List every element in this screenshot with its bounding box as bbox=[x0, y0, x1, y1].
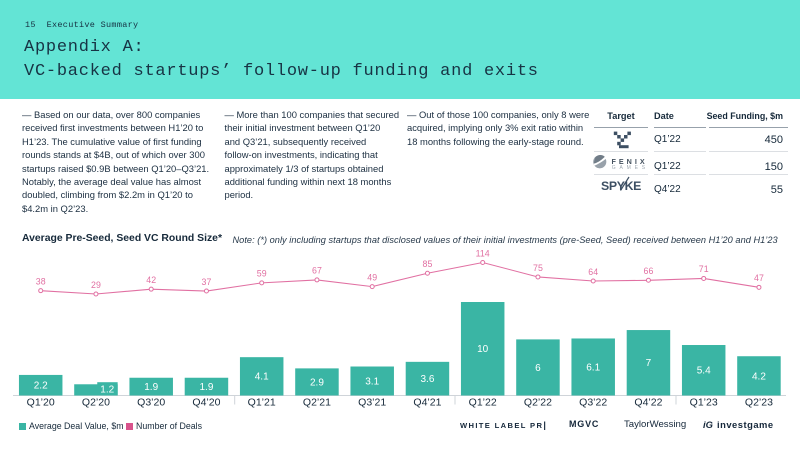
svg-text:64: 64 bbox=[588, 267, 598, 277]
svg-text:Q2’22: Q2’22 bbox=[524, 397, 552, 409]
svg-text:Q3’22: Q3’22 bbox=[579, 397, 607, 409]
svg-text:4.1: 4.1 bbox=[255, 372, 269, 383]
svg-text:7: 7 bbox=[646, 358, 652, 369]
svg-text:114: 114 bbox=[476, 248, 490, 258]
svg-text:Q1’21: Q1’21 bbox=[248, 397, 276, 409]
svg-text:3.6: 3.6 bbox=[420, 374, 434, 385]
svg-text:10: 10 bbox=[477, 344, 489, 355]
svg-text:3.1: 3.1 bbox=[365, 376, 379, 387]
svg-text:Q1’22: Q1’22 bbox=[469, 397, 497, 409]
svg-text:85: 85 bbox=[423, 259, 433, 269]
svg-text:67: 67 bbox=[312, 266, 322, 276]
svg-text:Q2’23: Q2’23 bbox=[745, 397, 773, 409]
svg-text:2.9: 2.9 bbox=[310, 377, 324, 388]
svg-text:1.9: 1.9 bbox=[199, 382, 213, 393]
svg-text:6.1: 6.1 bbox=[586, 362, 600, 373]
svg-text:1.2: 1.2 bbox=[100, 385, 114, 396]
svg-text:Q1’20: Q1’20 bbox=[27, 397, 55, 409]
svg-text:Q1’23: Q1’23 bbox=[690, 397, 718, 409]
svg-text:5.4: 5.4 bbox=[697, 366, 711, 377]
svg-text:2.2: 2.2 bbox=[34, 381, 48, 392]
svg-text:71: 71 bbox=[699, 264, 709, 274]
svg-text:4.2: 4.2 bbox=[752, 371, 766, 382]
svg-text:6: 6 bbox=[535, 363, 541, 374]
svg-text:42: 42 bbox=[146, 275, 156, 285]
svg-text:29: 29 bbox=[91, 280, 101, 290]
svg-text:Q4’21: Q4’21 bbox=[413, 397, 441, 409]
svg-text:Q4’20: Q4’20 bbox=[192, 397, 220, 409]
svg-text:Q4’22: Q4’22 bbox=[634, 397, 662, 409]
svg-text:Q3’21: Q3’21 bbox=[358, 397, 386, 409]
svg-text:Q3’20: Q3’20 bbox=[137, 397, 165, 409]
svg-text:66: 66 bbox=[644, 266, 654, 276]
svg-text:37: 37 bbox=[202, 277, 212, 287]
svg-text:Q2’21: Q2’21 bbox=[303, 397, 331, 409]
svg-text:59: 59 bbox=[257, 269, 267, 279]
svg-text:49: 49 bbox=[367, 272, 377, 282]
svg-text:1.9: 1.9 bbox=[144, 382, 158, 393]
svg-text:Q2’20: Q2’20 bbox=[82, 397, 110, 409]
svg-text:38: 38 bbox=[36, 276, 46, 286]
svg-text:47: 47 bbox=[754, 273, 764, 283]
svg-text:75: 75 bbox=[533, 263, 543, 273]
